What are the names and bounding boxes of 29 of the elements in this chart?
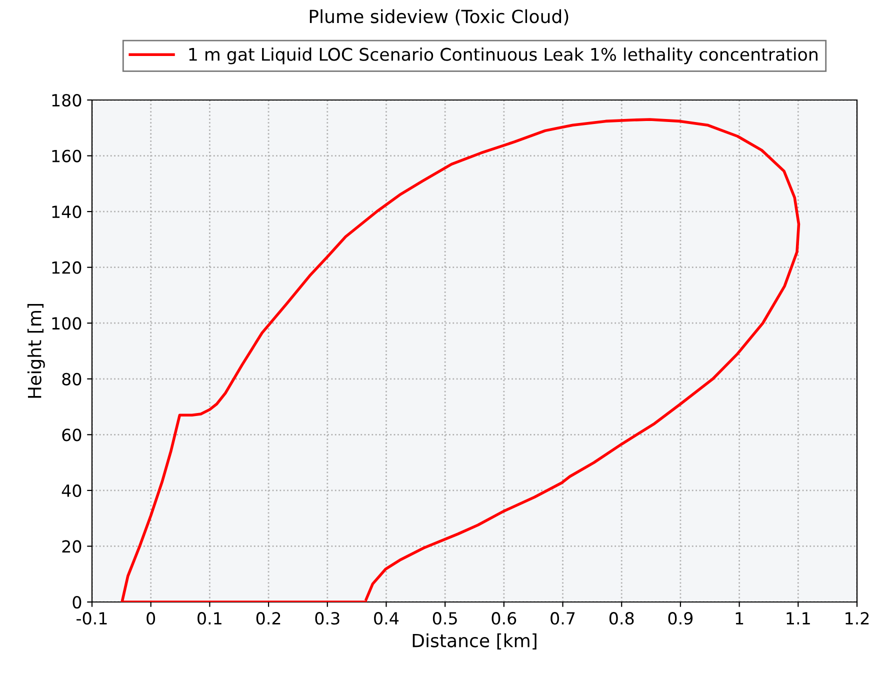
x-tick-label: 0.2 [256, 612, 280, 625]
y-tick-label: 140 [52, 206, 82, 218]
x-tick-label: 1.2 [846, 612, 869, 624]
x-tick-label: 0 [146, 612, 156, 625]
x-tick-label: 0.6 [492, 612, 516, 625]
x-tick-label: 1.1 [786, 612, 810, 624]
y-tick-label: 120 [52, 261, 82, 274]
y-tick-label: 60 [62, 428, 82, 442]
x-tick-label: -0.1 [76, 612, 107, 625]
y-tick-label: 40 [62, 484, 82, 498]
y-tick-label: 80 [62, 372, 82, 386]
y-tick-label: 160 [52, 150, 82, 162]
x-tick-label: 0.9 [668, 612, 693, 625]
x-tick-label: 1 [736, 612, 744, 624]
y-tick-label: 100 [52, 317, 82, 330]
y-axis-title: Height [m] [27, 304, 45, 398]
x-tick-label: 0.7 [550, 612, 575, 625]
y-tick-label: 180 [52, 94, 82, 107]
x-tick-label: 0.3 [315, 612, 340, 625]
x-tick-label: 0.5 [432, 612, 457, 625]
y-tick-label: 20 [62, 540, 82, 553]
line-series [120, 118, 800, 602]
legend-label: 1 m gat Liquid LOC Scenario Continuous Leak 1% lethality concentration [189, 47, 818, 64]
x-tick-label: 0.4 [374, 612, 399, 625]
x-tick-label: 0.1 [198, 612, 222, 625]
chart-title: Plume sideview (Toxic Cloud) [310, 9, 568, 26]
y-tick-label: 0 [72, 596, 82, 609]
x-axis-title: Distance [km] [412, 633, 536, 650]
x-tick-label: 0.8 [609, 612, 634, 625]
